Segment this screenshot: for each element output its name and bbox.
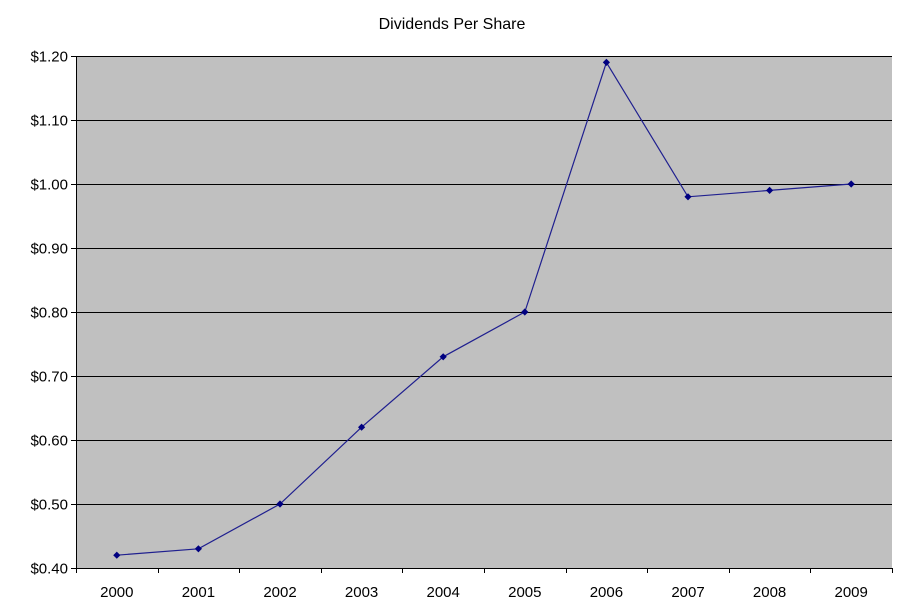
data-point: [194, 545, 202, 553]
data-point: [521, 308, 529, 316]
series-layer: [113, 58, 855, 559]
x-tick-label: 2003: [345, 584, 378, 601]
data-point: [766, 186, 774, 194]
data-point: [602, 58, 610, 66]
gridlines: [76, 56, 892, 505]
x-tick-label: 2005: [508, 584, 541, 601]
series-line: [116, 60, 852, 556]
data-point: [847, 180, 855, 188]
y-tick-label: $1.10: [30, 113, 68, 130]
x-axis-ticks: 2000 2001 2002 2003 2004 2005 2006 2007 2008 2009: [76, 568, 893, 601]
x-tick-label: 2006: [590, 584, 623, 601]
x-tick-label: 2007: [671, 584, 704, 601]
chart-title: Dividends Per Share: [379, 16, 526, 33]
y-tick-label: $0.60: [30, 433, 68, 450]
data-point: [439, 353, 447, 361]
data-point: [113, 551, 121, 559]
y-tick-label: $0.40: [30, 561, 68, 578]
x-tick-label: 2004: [427, 584, 460, 601]
x-tick-label: 2009: [835, 584, 868, 601]
y-axis-ticks: $0.40 $0.50 $0.60 $0.70 $0.80 $0.90 $1.00 $1.10…: [30, 49, 76, 578]
y-tick-label: $0.50: [30, 497, 68, 514]
data-point: [684, 193, 692, 201]
y-tick-label: $1.00: [30, 177, 68, 194]
y-tick-label: $1.20: [30, 49, 68, 66]
data-point: [276, 500, 284, 508]
y-tick-label: $0.70: [30, 369, 68, 386]
x-tick-label: 2000: [100, 584, 133, 601]
x-tick-label: 2001: [182, 584, 215, 601]
data-point: [358, 423, 366, 431]
x-tick-label: 2002: [263, 584, 296, 601]
x-tick-label: 2008: [753, 584, 786, 601]
y-tick-label: $0.90: [30, 241, 68, 258]
y-tick-label: $0.80: [30, 305, 68, 322]
